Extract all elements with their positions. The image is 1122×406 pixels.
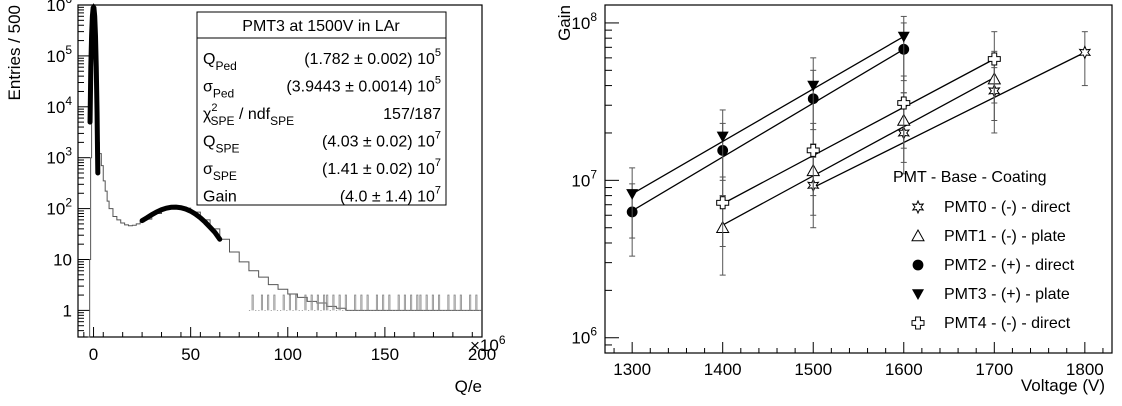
histogram-frame [77, 4, 483, 338]
y-tick-label: 108 [571, 10, 597, 33]
data-point [807, 80, 820, 92]
y-tick-label: 106 [46, 0, 72, 15]
legend-label: PMT2 - (+) - direct [944, 257, 1075, 274]
histogram-x-multiplier: ×106 [470, 333, 506, 355]
y-tick-label: 106 [571, 325, 597, 348]
fit-line [722, 76, 995, 226]
data-point [987, 52, 1001, 66]
stats-rows: QPed (1.782 ± 0.002) 105 σPed (3.9443 ± 0.0… [203, 47, 441, 206]
legend: PMT - Base - Coating PMT0 - (-) - direct… [893, 169, 1075, 332]
legend-label: PMT1 - (-) - plate [944, 228, 1066, 245]
x-tick-label: 150 [371, 345, 399, 364]
spe-fit [139, 204, 223, 242]
x-tick-label: 1300 [613, 360, 651, 379]
gain-axes: 1300 1400 1500 1600 1700 1800 106 107 108 [571, 10, 1103, 379]
data-point [716, 131, 729, 143]
stats-row-value: (1.41 ± 0.02) 107 [322, 157, 441, 178]
legend-label: PMT0 - (-) - direct [944, 199, 1071, 216]
data-point [716, 196, 730, 210]
stats-row-value: (4.03 ± 0.02) 107 [322, 130, 441, 151]
pedestal-fit [87, 3, 101, 176]
stats-row-name: σSPE [203, 161, 237, 183]
gain-x-axis-label: Voltage (V) [1021, 376, 1105, 395]
data-point [1078, 45, 1092, 60]
stats-title: PMT3 at 1500V in LAr [242, 18, 400, 35]
y-tick-label: 103 [46, 145, 72, 168]
histogram-x-axis-label: Q/e [455, 377, 482, 396]
gain-series [626, 15, 1092, 276]
fit-line [812, 51, 1086, 189]
y-tick-label: 102 [46, 196, 72, 219]
x-tick-label: 200 [468, 345, 496, 364]
x-tick-label: 1500 [794, 360, 832, 379]
legend-title: PMT - Base - Coating [893, 169, 1047, 186]
x-tick-label: 50 [181, 345, 200, 364]
stats-row-value: (1.782 ± 0.002) 105 [304, 47, 441, 68]
data-point [626, 189, 639, 200]
x-tick-label: 1600 [885, 360, 923, 379]
data-point [897, 31, 910, 43]
y-tick-label: 105 [46, 43, 72, 66]
stats-row-name: χ2 SPE / ndfSPE [203, 102, 294, 128]
legend-marker [912, 259, 924, 271]
stats-row-name: QPed [203, 51, 237, 73]
x-tick-label: 100 [274, 345, 302, 364]
x-tick-label: 1800 [1066, 360, 1104, 379]
y-tick-label: 1 [63, 301, 72, 320]
y-tick-label: 104 [46, 94, 72, 117]
series-filled-triangle-down [626, 15, 910, 239]
gain-panel: 1300 1400 1500 1600 1700 1800 106 107 108 Voltag… [555, 4, 1113, 395]
data-point [897, 96, 911, 110]
fit-line [631, 35, 905, 195]
legend-marker [911, 316, 925, 330]
stats-row-name: σPed [203, 79, 234, 101]
stats-row-name: QSPE [203, 134, 239, 156]
histogram-axes: 0 50 100 150 200 1 10 102 103 104 105 106 [46, 0, 496, 364]
data-point [806, 143, 820, 157]
stats-row-name: Gain [203, 189, 237, 206]
gain-y-axis-label: Gain [555, 5, 574, 41]
legend-marker [912, 289, 924, 300]
histogram-fits [87, 3, 223, 242]
legend-label: PMT4 - (-) - direct [944, 315, 1071, 332]
stats-row-value: (3.9443 ± 0.0014) 105 [286, 75, 441, 96]
series-open-cross [716, 31, 1001, 247]
legend-label: PMT3 - (+) - plate [944, 286, 1070, 303]
x-tick-label: 1700 [975, 360, 1013, 379]
x-tick-label: 1400 [704, 360, 742, 379]
stats-row-value: (4.0 ± 1.4) 107 [340, 185, 441, 206]
y-tick-label: 10 [53, 250, 72, 269]
y-tick-label: 107 [571, 167, 597, 190]
fit-stats-box: PMT3 at 1500V in LAr QPed (1.782 ± 0.002)… [196, 11, 447, 206]
histogram-y-axis-label: Entries / 500 [5, 5, 24, 100]
fit-line [631, 48, 905, 212]
fit-line [722, 58, 995, 205]
legend-marker [911, 199, 925, 215]
stats-row-value: 157/187 [383, 106, 441, 123]
histogram-panel: 050100150200110102103104105106 Q/e ×106 … [5, 0, 506, 396]
legend-marker [911, 228, 925, 242]
gain-frame [604, 4, 1113, 354]
histogram-tail [248, 294, 481, 311]
x-tick-label: 0 [89, 345, 98, 364]
legend-items: PMT0 - (-) - direct PMT1 - (-) - plate PMT… [911, 199, 1075, 332]
stats-box-frame [196, 11, 447, 206]
